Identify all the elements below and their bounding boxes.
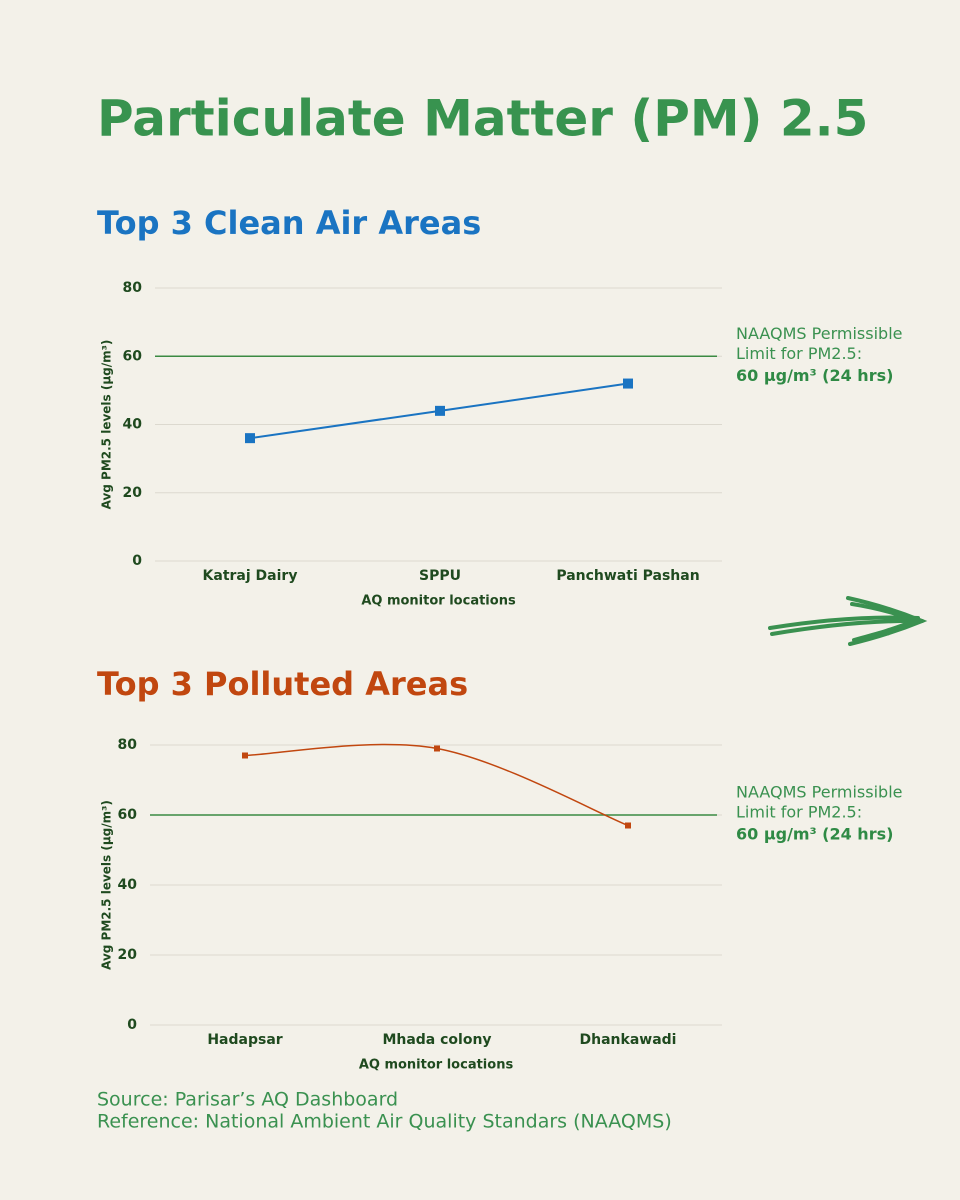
reference-annotation: Limit for PM2.5: [736,344,862,363]
y-tick-label: 40 [123,417,143,433]
y-tick-label: 60 [118,807,138,823]
y-tick-label: 80 [118,737,138,753]
y-tick-label: 60 [123,348,143,364]
data-point [623,378,633,389]
source-note: Source: Parisar’s AQ Dashboard [97,1089,398,1111]
reference-annotation: NAAQMS Permissible [736,324,902,343]
y-tick-label: 0 [132,553,142,569]
arrow [768,596,928,646]
reference-annotation-value: 60 μg/m³ (24 hrs) [736,366,893,385]
data-point [434,745,440,752]
x-tick-label: SPPU [419,568,461,584]
x-axis-label: AQ monitor locations [359,1058,514,1073]
x-axis-label: AQ monitor locations [361,594,516,609]
y-tick-label: 40 [118,877,138,893]
y-axis-label: Avg PM2.5 levels (μg/m³) [100,340,114,510]
y-tick-label: 20 [123,485,143,501]
y-tick-label: 0 [127,1017,137,1033]
reference-note: Reference: National Ambient Air Quality … [97,1111,672,1133]
x-tick-label: Dhankawadi [580,1032,677,1048]
y-tick-label: 80 [123,280,143,296]
x-tick-label: Panchwati Pashan [556,568,699,584]
reference-annotation: Limit for PM2.5: [736,803,862,822]
data-point [625,822,631,829]
reference-annotation-value: 60 μg/m³ (24 hrs) [736,825,893,844]
x-tick-label: Katraj Dairy [203,568,298,584]
y-axis-label: Avg PM2.5 levels (μg/m³) [100,800,114,970]
page-title: Particulate Matter (PM) 2.5 [97,90,868,148]
x-tick-label: Hadapsar [207,1032,282,1048]
data-point [245,433,255,444]
chart-title: Top 3 Clean Air Areas [97,204,481,242]
chart-title: Top 3 Polluted Areas [97,665,468,703]
reference-annotation: NAAQMS Permissible [736,783,902,802]
data-point [435,405,445,416]
y-tick-label: 20 [118,947,138,963]
data-point [242,752,248,759]
x-tick-label: Mhada colony [382,1032,491,1048]
